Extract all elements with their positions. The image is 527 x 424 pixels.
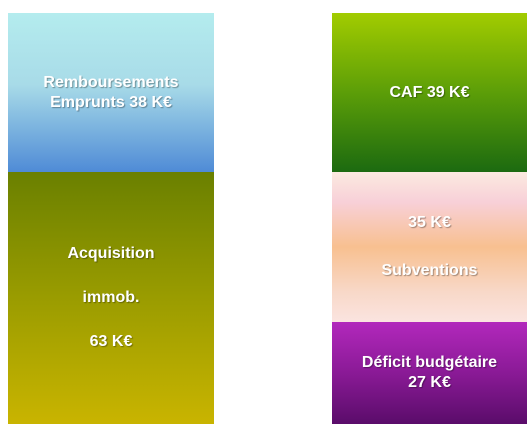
label: 27 K€ — [408, 374, 451, 391]
label: Remboursements — [43, 73, 179, 91]
label: Déficit budgétaire — [361, 354, 498, 371]
block-deficit: Déficit budgétaire 27 K€ — [332, 322, 527, 424]
label: Acquisition — [67, 245, 155, 262]
block-caf: CAF 39 K€ — [332, 13, 527, 172]
block-subventions: 35 K€ Subventions — [332, 172, 527, 322]
label: immob. — [82, 289, 140, 306]
label: CAF 39 K€ — [389, 83, 470, 101]
block-remboursements: Remboursements Emprunts 38 K€ — [8, 13, 214, 172]
block-acquisition: Acquisition immob. 63 K€ — [8, 172, 214, 424]
label: 35 K€ — [408, 214, 451, 231]
label: Subventions — [381, 262, 478, 279]
label: 63 K€ — [89, 333, 133, 350]
label: Emprunts 38 K€ — [50, 93, 172, 111]
